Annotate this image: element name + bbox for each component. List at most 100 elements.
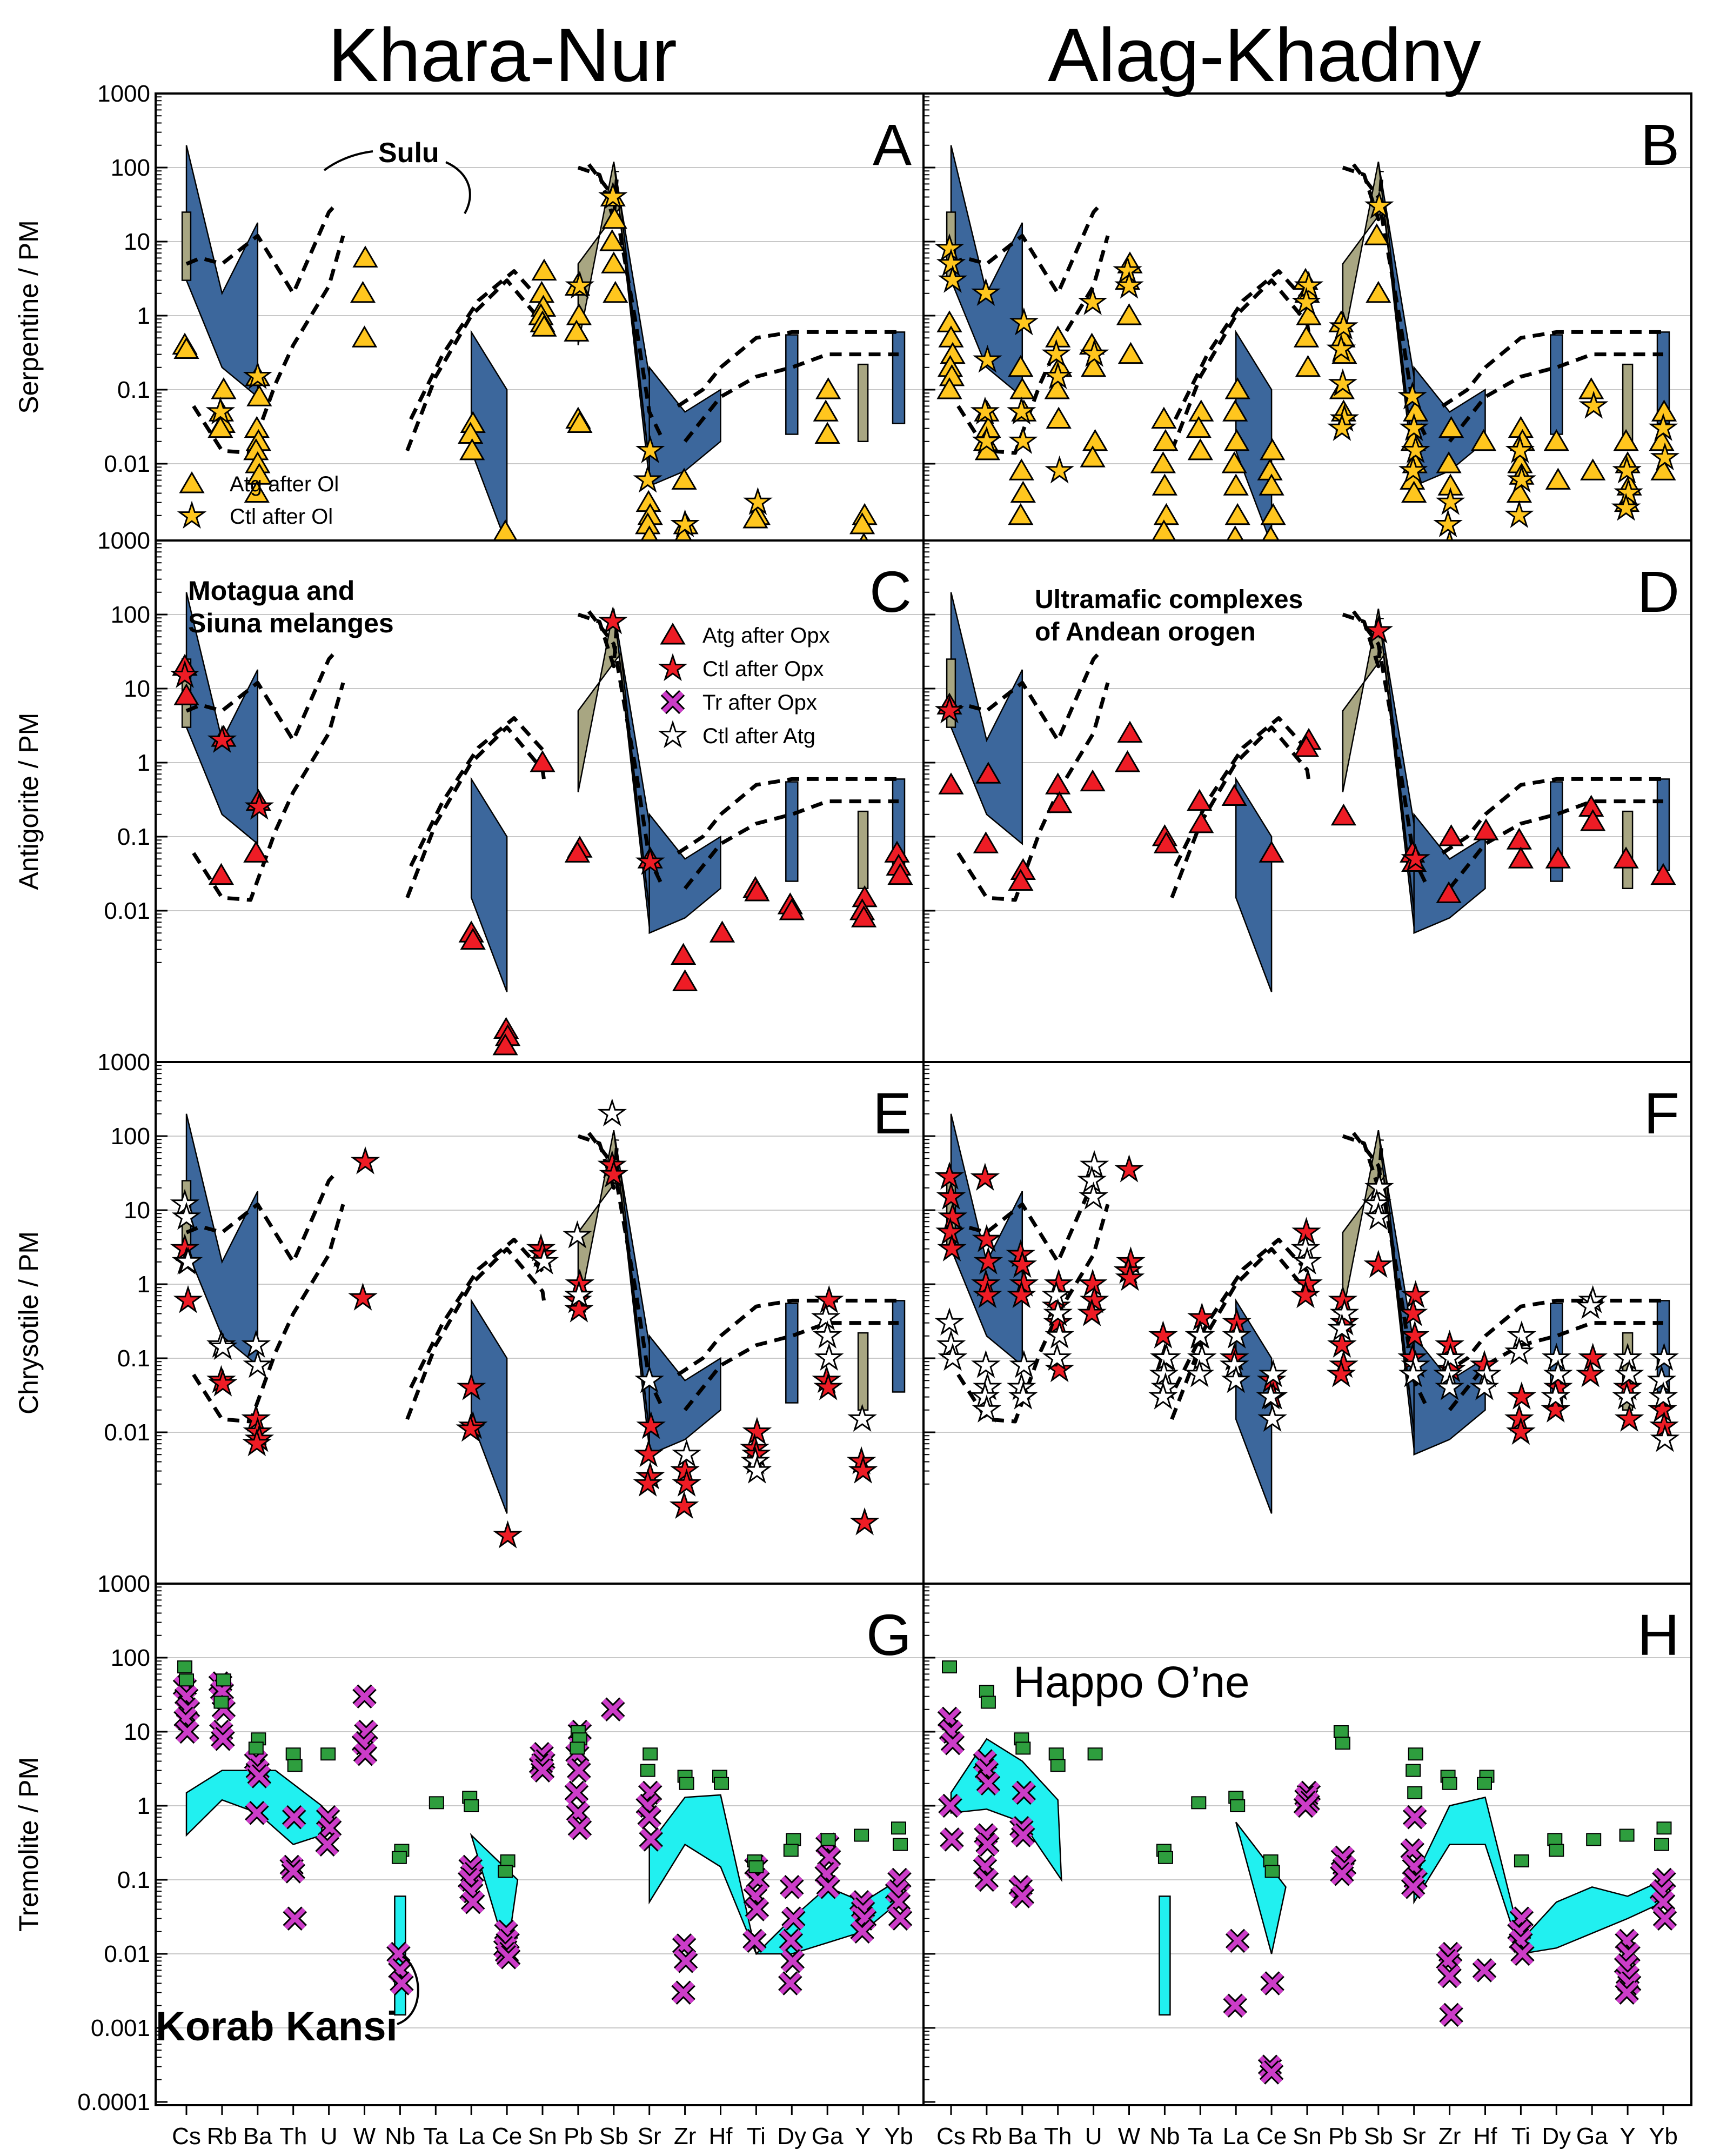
data-point bbox=[937, 1310, 962, 1333]
data-point bbox=[1514, 1854, 1529, 1868]
data-point bbox=[674, 525, 692, 540]
data-point bbox=[1615, 1980, 1639, 2005]
sulu-dashed-line bbox=[1174, 269, 1309, 420]
data-point bbox=[643, 1747, 658, 1761]
cross-fill bbox=[1011, 1885, 1033, 1907]
andean-field-pb-sr bbox=[1342, 161, 1415, 464]
cross-fill bbox=[1260, 2061, 1283, 2084]
data-point bbox=[315, 1832, 339, 1857]
cross-fill bbox=[977, 1772, 1000, 1794]
sulu-dashed-line bbox=[1441, 330, 1663, 408]
data-point bbox=[1010, 429, 1035, 452]
data-point bbox=[1439, 2003, 1463, 2027]
data-point bbox=[496, 1523, 520, 1546]
data-point bbox=[1047, 458, 1072, 481]
panel-d: D bbox=[923, 559, 1691, 992]
sulu-dashed-line bbox=[409, 269, 544, 420]
legend-marker bbox=[660, 723, 685, 746]
data-point bbox=[742, 506, 768, 529]
data-point bbox=[460, 1890, 485, 1914]
data-point bbox=[1010, 480, 1036, 503]
x-tick-label: W bbox=[353, 2123, 376, 2150]
data-point bbox=[1080, 1301, 1105, 1324]
data-point bbox=[1082, 1153, 1107, 1176]
data-point bbox=[1188, 399, 1214, 422]
column-title-khara-nur: Khara-Nur bbox=[328, 12, 677, 97]
data-point bbox=[888, 1906, 913, 1931]
data-point bbox=[979, 1685, 994, 1698]
motagua-bar bbox=[892, 331, 906, 424]
y-tick-label: 0.1 bbox=[117, 1867, 150, 1893]
data-point bbox=[498, 1865, 513, 1878]
data-point bbox=[851, 905, 877, 927]
annotation-motagua-line2: Siuna melanges bbox=[188, 608, 394, 638]
x-tick-label: Hf bbox=[709, 2123, 733, 2150]
data-point bbox=[1507, 503, 1532, 526]
data-point bbox=[566, 303, 592, 325]
x-tick-label: Dy bbox=[777, 2123, 806, 2150]
sulu-dashed-line bbox=[1342, 165, 1384, 222]
data-point bbox=[1649, 429, 1675, 451]
y-tick-label: 1000 bbox=[97, 1049, 150, 1076]
legend-label: Ctl after Ol bbox=[230, 505, 333, 529]
y-tick-label: 0.1 bbox=[117, 1345, 150, 1372]
motagua-field-la-ce bbox=[470, 330, 508, 540]
data-point bbox=[1080, 769, 1106, 792]
data-point bbox=[940, 1731, 965, 1755]
data-point bbox=[817, 1287, 841, 1311]
data-point bbox=[1330, 1332, 1355, 1356]
sulu-dashed-line bbox=[587, 610, 666, 890]
cross-fill bbox=[282, 1860, 304, 1883]
data-point bbox=[813, 399, 839, 422]
korab-arrow bbox=[397, 1955, 419, 2025]
sulu-arrow-a bbox=[323, 150, 373, 171]
cross-fill bbox=[747, 1868, 769, 1891]
data-point bbox=[974, 1867, 999, 1892]
cross-fill bbox=[674, 1950, 697, 1972]
data-point bbox=[1543, 429, 1569, 451]
x-tick-label: Sr bbox=[638, 2123, 661, 2150]
legend-opx: Atg after Opx Ctl after Opx Tr after Opx Ct… bbox=[660, 623, 830, 748]
data-point bbox=[980, 1696, 996, 1709]
legend-label: Ctl after Atg bbox=[702, 724, 815, 748]
data-point bbox=[1581, 1345, 1605, 1369]
data-point bbox=[852, 1510, 877, 1533]
andean-field-cs bbox=[181, 211, 192, 281]
data-point bbox=[564, 840, 591, 863]
motagua-field-sr-hf bbox=[1413, 812, 1486, 935]
data-point bbox=[246, 463, 272, 485]
sulu-dashed-line bbox=[1351, 1132, 1430, 1411]
y-axis-label: Chrysotile / PM bbox=[14, 1231, 44, 1414]
sulu-dashed-line bbox=[1441, 1298, 1663, 1377]
legend-marker bbox=[660, 623, 686, 645]
data-point bbox=[1402, 1805, 1427, 1830]
data-point bbox=[1295, 355, 1321, 377]
data-point bbox=[1650, 458, 1676, 480]
sulu-arrow-b bbox=[445, 161, 471, 214]
data-point bbox=[1406, 1764, 1421, 1777]
cross-fill bbox=[889, 1907, 912, 1930]
data-point bbox=[1293, 1793, 1318, 1818]
data-point bbox=[1012, 1780, 1036, 1805]
sulu-dashed-line bbox=[1448, 352, 1663, 443]
cross-fill bbox=[1402, 1876, 1424, 1898]
column-title-alag-khadny: Alag-Khadny bbox=[1048, 12, 1481, 97]
sulu-dashed-line bbox=[185, 652, 336, 743]
data-point bbox=[745, 1419, 769, 1443]
panel-e: E bbox=[156, 1080, 923, 1546]
data-point bbox=[391, 1851, 407, 1864]
data-point bbox=[1438, 416, 1464, 438]
data-point bbox=[530, 750, 556, 772]
legend-marker bbox=[660, 690, 685, 715]
data-point bbox=[637, 1805, 662, 1830]
series-atg-after-ol bbox=[172, 184, 878, 540]
cross-fill bbox=[462, 1891, 484, 1913]
series-tr-after-opx bbox=[937, 1706, 1677, 2085]
data-point bbox=[1470, 429, 1497, 451]
panel-f: F bbox=[923, 1080, 1691, 1514]
data-point bbox=[1117, 273, 1142, 296]
data-point bbox=[1048, 1747, 1064, 1761]
motagua-field-la-ce bbox=[470, 777, 508, 992]
